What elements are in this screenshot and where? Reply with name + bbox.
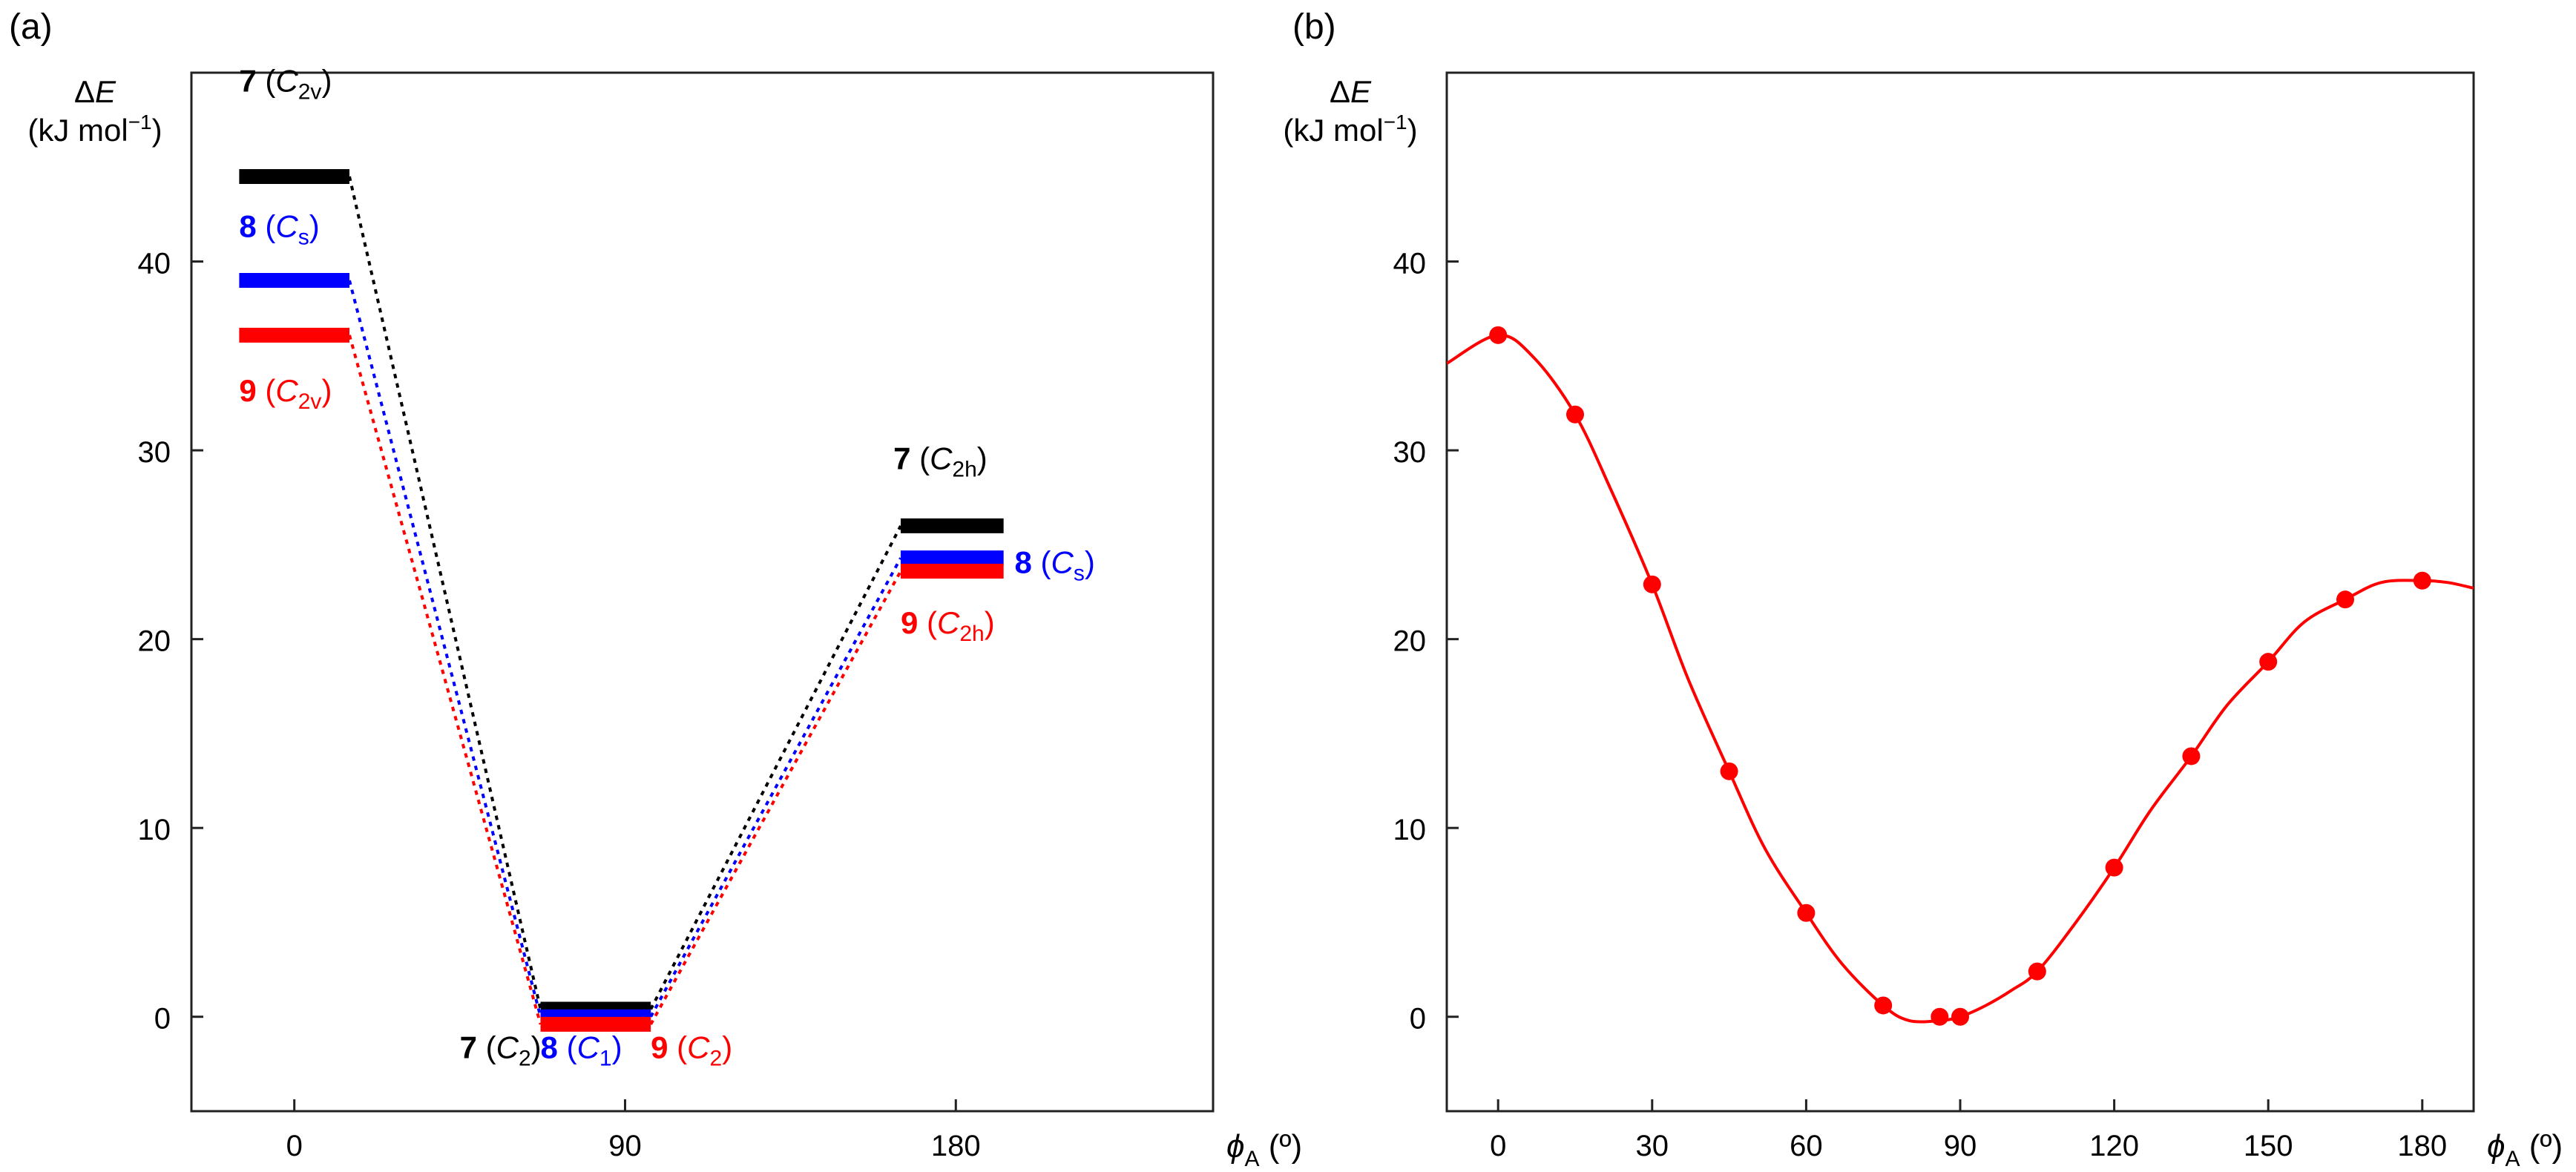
level-label-9: 9 (C2v) (239, 373, 332, 414)
connector-8 (348, 280, 542, 1018)
data-point (2028, 962, 2046, 981)
y-tick-label: 40 (1393, 248, 1427, 280)
y-tick-label: 0 (1410, 1003, 1426, 1036)
data-point (1874, 996, 1893, 1015)
panel-label-a: (a) (9, 7, 53, 47)
y-tick-label: 20 (1393, 625, 1427, 658)
connector-9 (649, 570, 902, 1025)
y-tick-label: 40 (138, 248, 171, 280)
x-tick-label: 0 (286, 1130, 303, 1162)
level-label-8: 8 (C1) (541, 1030, 622, 1071)
chart-panel-a: 0 10 20 30 40 0 90 180 ΔE(kJ mol−1) ϕA (º) 7 (C2v)… (27, 63, 1302, 1171)
data-point (1489, 326, 1508, 344)
fit-curve (1447, 333, 2474, 1024)
level-label-7: 7 (C2h) (893, 441, 988, 482)
plot-frame (1445, 71, 2475, 1113)
data-point (2336, 590, 2354, 609)
connector-8 (649, 557, 902, 1018)
level-label-8: 8 (Cs) (1015, 545, 1095, 586)
x-tick-label: 60 (1790, 1130, 1823, 1162)
plot-frame (190, 71, 1215, 1113)
data-point (1797, 903, 1816, 922)
connector-7 (348, 176, 542, 1010)
x-tick-label: 120 (2089, 1130, 2139, 1162)
level-label-9: 9 (C2h) (901, 605, 995, 646)
x-tick-label: 150 (2244, 1130, 2293, 1162)
y-axis-units: (kJ mol−1) (27, 111, 162, 148)
y-axis-label: ΔE (1330, 74, 1372, 109)
y-tick-label: 20 (138, 625, 171, 658)
data-point (1931, 1007, 1949, 1026)
data-point (2259, 653, 2278, 671)
y-axis-label: ΔE (74, 74, 116, 109)
data-point (2182, 747, 2201, 766)
data-point (2413, 571, 2431, 590)
y-tick-label: 10 (1393, 814, 1427, 846)
x-tick-label: 30 (1636, 1130, 1669, 1162)
panel-label-b: (b) (1292, 7, 1336, 47)
level-label-8: 8 (Cs) (239, 208, 319, 249)
y-tick-label: 30 (1393, 436, 1427, 469)
chart-panel-b: 0 10 20 30 40 0 30 60 90 120 150 180 ΔE(kJ mol−1) ϕA … (1283, 71, 2563, 1171)
y-tick-label: 0 (154, 1003, 171, 1036)
x-tick-label: 0 (1490, 1130, 1506, 1162)
data-point (1720, 762, 1738, 780)
level-label-9: 9 (C2) (651, 1030, 732, 1071)
data-point (1951, 1007, 1969, 1026)
x-tick-label: 180 (2397, 1130, 2447, 1162)
connector-9 (348, 335, 542, 1025)
x-tick-label: 180 (931, 1130, 981, 1162)
x-tick-label: 90 (1944, 1130, 1977, 1162)
data-point (2105, 858, 2123, 877)
connector-7 (649, 524, 902, 1010)
data-point (1566, 405, 1584, 424)
y-tick-label: 10 (138, 814, 171, 846)
x-axis-label: ϕA (º) (1226, 1128, 1302, 1171)
level-label-7: 7 (C2v) (239, 63, 332, 104)
data-point (1643, 575, 1661, 593)
level-label-7: 7 (C2) (460, 1030, 542, 1071)
y-axis-units: (kJ mol−1) (1283, 111, 1417, 148)
y-tick-label: 30 (138, 436, 171, 469)
x-tick-label: 90 (608, 1130, 642, 1162)
x-axis-label: ϕA (º) (2487, 1128, 2563, 1171)
